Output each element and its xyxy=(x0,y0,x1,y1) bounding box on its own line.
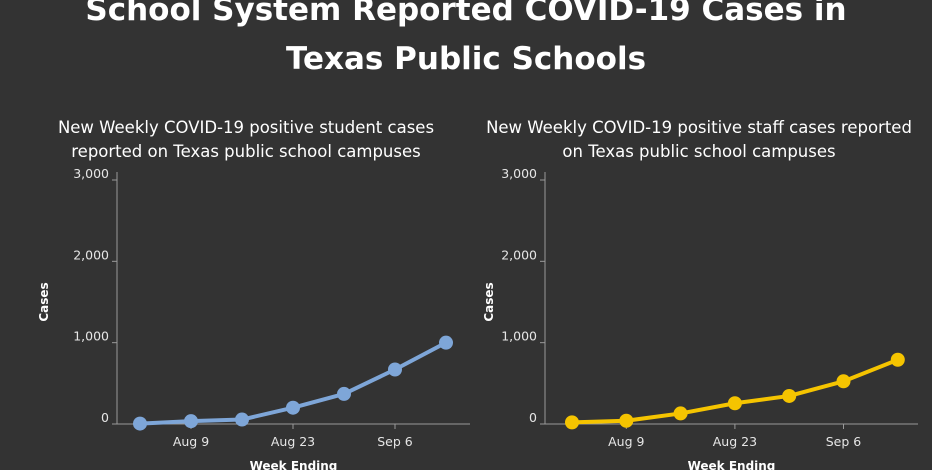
student-x-axis-label: Week Ending xyxy=(250,459,338,470)
staff-x-axis-label: Week Ending xyxy=(688,459,776,470)
student-data-point xyxy=(184,414,198,429)
page-title-line-2: Texas Public Schools xyxy=(285,41,647,77)
student-data-point xyxy=(235,412,249,427)
student-y-axis-label: Cases xyxy=(37,282,51,321)
staff-chart-title-line-1: New Weekly COVID-19 positive staff cases… xyxy=(486,118,912,137)
staff-y-axis-label: Cases xyxy=(482,282,496,321)
student-data-point xyxy=(439,335,453,350)
staff-data-point xyxy=(565,415,579,430)
staff-x-tick-label: Sep 6 xyxy=(826,434,862,449)
student-chart-title-line-1: New Weekly COVID-19 positive student cas… xyxy=(58,118,434,137)
student-data-point xyxy=(286,400,300,415)
staff-y-tick-label: 3,000 xyxy=(501,166,537,181)
staff-data-point xyxy=(727,396,742,411)
student-data-point xyxy=(337,386,351,401)
staff-y-tick-label: 1,000 xyxy=(501,329,537,344)
page-title-line-1: School System Reported COVID-19 Cases in xyxy=(85,0,847,28)
student-y-tick-label: 3,000 xyxy=(73,166,109,181)
staff-data-point xyxy=(836,374,851,389)
staff-x-tick-label: Aug 23 xyxy=(713,434,757,449)
staff-data-point xyxy=(619,413,634,428)
staff-x-tick-label: Aug 9 xyxy=(608,434,644,449)
staff-data-point xyxy=(673,406,688,421)
student-y-tick-label: 1,000 xyxy=(73,329,109,344)
student-x-tick-label: Aug 9 xyxy=(173,434,209,449)
staff-chart-title-line-2: on Texas public school campuses xyxy=(562,142,835,161)
staff-y-tick-label: 2,000 xyxy=(501,247,537,262)
student-y-tick-label: 2,000 xyxy=(73,247,109,262)
student-data-point xyxy=(388,362,402,377)
student-chart-title-line-2: reported on Texas public school campuses xyxy=(71,142,420,161)
student-x-tick-label: Sep 6 xyxy=(377,434,413,449)
staff-data-point xyxy=(782,388,797,403)
staff-series-line xyxy=(570,357,900,425)
staff-y-tick-label: 0 xyxy=(529,410,537,425)
student-data-point xyxy=(133,416,147,431)
student-y-tick-label: 0 xyxy=(101,410,109,425)
student-x-tick-label: Aug 23 xyxy=(271,434,315,449)
staff-data-point xyxy=(890,352,905,367)
